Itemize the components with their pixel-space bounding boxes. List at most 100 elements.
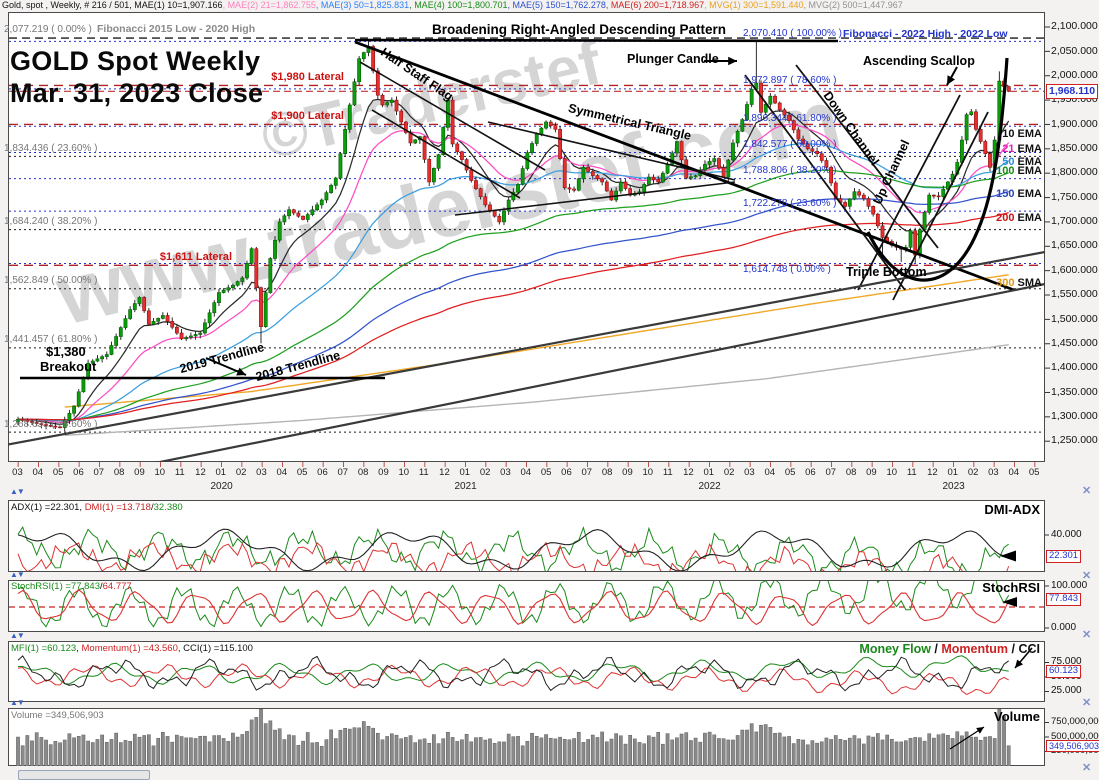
month-label: 01 [947,466,959,478]
volume-axis-tick: 500,000,000 [1051,730,1099,742]
price-axis-tick: 1,650.000 [1051,239,1098,252]
mfi-axis-tick: 75.000 [1051,656,1082,667]
panel-resize-control[interactable]: ▲▼ [10,570,25,579]
mfi-axis-tick: 50.000 [1051,670,1082,682]
mfi-value-box: 60.123 [1046,664,1082,678]
mfi-momentum-cci-plot[interactable] [8,641,1045,702]
volume-plot[interactable] [8,708,1045,766]
month-label: 05 [52,466,64,478]
header-segment: , MAE(5) 150=1,762.278 [507,0,606,10]
header-segment: , MVG(1) 300=1,591.440 [704,0,804,10]
price-axis-tick: 1,800.000 [1051,166,1098,179]
month-label: 10 [154,466,166,478]
chart-title-line1: GOLD Spot Weekly [10,46,261,76]
stochrsi-plot[interactable] [8,580,1045,632]
month-label: 06 [317,466,328,478]
month-label: 11 [906,466,917,478]
month-label: 05 [784,466,796,478]
month-label: 03 [256,466,267,478]
month-label: 02 [967,466,979,478]
month-label: 10 [642,466,654,478]
price-axis-tick: 1,250.000 [1051,434,1098,447]
price-axis-tick: 1,600.000 [1051,263,1098,276]
price-axis-tick: 1,450.000 [1051,336,1098,349]
month-label: 12 [927,466,938,478]
month-label: 11 [174,466,185,478]
header-segment: , MAE(2) 21=1,862.755 [222,0,316,10]
month-label: 05 [1028,466,1040,478]
panel-resize-control[interactable]: ▲▼ [10,487,25,496]
month-label: 12 [195,466,206,478]
price-axis-tick: 1,300.000 [1051,410,1098,422]
month-label: 09 [378,466,389,478]
instrument-header: Gold, spot , Weekly, # 216 / 501, MAE(1)… [2,0,903,11]
month-label: 08 [357,466,369,478]
month-label: 09 [622,466,633,478]
panel-close-icon[interactable]: ✕ [1082,697,1092,709]
chart-title-line2: Mar. 31, 2023 Close [10,77,264,108]
month-label: 10 [398,466,410,478]
month-label: 09 [866,466,877,478]
month-label: 05 [296,466,308,478]
chart-title: GOLD Spot Weekly Mar. 31, 2023 Close [10,46,263,110]
year-label: 2020 [210,480,233,492]
month-label: 11 [418,466,429,478]
price-axis-tick: 1,700.000 [1051,215,1098,228]
month-label: 01 [215,466,227,478]
volume-axis-tick: 750,000,000 [1051,716,1099,728]
month-label: 04 [764,466,776,478]
panel-close-icon[interactable]: ✕ [1082,570,1092,582]
panel-resize-control[interactable]: ▲▼ [10,698,25,707]
month-label: 06 [805,466,816,478]
month-label: 04 [1008,466,1020,478]
month-label: 09 [134,466,145,478]
price-axis-tick: 2,000.000 [1051,68,1098,81]
month-label: 04 [32,466,44,478]
volume-axis-tick: 250,000,000 [1051,745,1099,757]
volume-value-box: 349,506,903 [1046,739,1099,753]
scrollbar-thumb[interactable] [18,770,150,780]
dmi-adx-plot[interactable] [8,500,1045,572]
panel-close-icon[interactable]: ✕ [1082,762,1092,774]
month-label: 08 [113,466,125,478]
month-label: 07 [337,466,349,478]
year-label: 2023 [942,480,965,492]
stochrsi-axis-tick: 0.000 [1051,621,1077,633]
month-label: 05 [540,466,552,478]
mfi-axis-tick: 25.000 [1051,685,1082,696]
month-label: 10 [886,466,898,478]
panel-close-icon[interactable]: ✕ [1082,629,1092,641]
month-label: 12 [683,466,694,478]
header-segment: Gold, spot , Weekly, # 216 / 501, MAE(1)… [2,0,223,10]
month-label: 12 [439,466,450,478]
month-label: 03 [500,466,511,478]
month-label: 07 [581,466,593,478]
stochrsi-value-box: 77.843 [1046,593,1082,607]
price-axis-tick: 1,550.000 [1051,288,1098,301]
month-label: 01 [703,466,715,478]
price-axis-tick: 2,100.000 [1051,20,1098,33]
month-label: 06 [561,466,572,478]
panel-close-icon[interactable]: ✕ [1082,485,1092,497]
price-axis-tick: 1,850.000 [1051,142,1098,154]
price-axis-tick: 1,350.000 [1051,385,1098,398]
month-label: 02 [723,466,735,478]
price-axis-tick: 1,400.000 [1051,361,1098,374]
dmi-value-box: 22.301 [1046,549,1082,563]
month-label: 06 [73,466,84,478]
price-axis-tick: 2,050.000 [1051,44,1098,57]
price-axis-tick: 1,750.000 [1051,190,1098,203]
price-axis-tick: 1,900.000 [1051,117,1098,130]
price-axis-tick: 1,500.000 [1051,312,1098,325]
month-label: 04 [276,466,288,478]
year-label: 2021 [454,480,477,492]
panel-resize-control[interactable]: ▲▼ [10,631,25,640]
month-label: 08 [845,466,857,478]
month-label: 01 [459,466,471,478]
header-segment: , MVG(2) 500=1,447.967 [803,0,903,10]
header-segment: , MAE(6) 200=1,718.967 [605,0,705,10]
month-label: 02 [235,466,247,478]
header-segment: , MAE(4) 100=1,800.701 [409,0,508,10]
month-label: 02 [479,466,491,478]
month-label: 08 [601,466,613,478]
